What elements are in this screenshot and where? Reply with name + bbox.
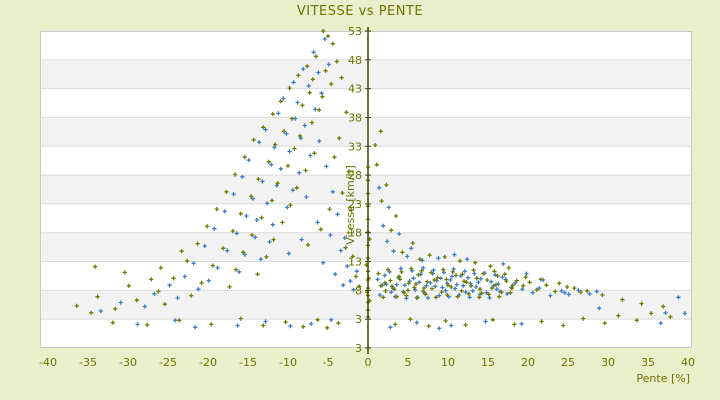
x-tick-label: -25 <box>159 356 177 369</box>
y-tick-label: 33 <box>348 140 362 153</box>
x-tick-label: -20 <box>199 356 217 369</box>
y-tick-label: 48 <box>348 54 362 67</box>
plot-band <box>40 59 692 89</box>
x-tick-label: -40 <box>39 356 57 369</box>
y-tick-label: 3 <box>355 342 362 355</box>
plot-band <box>40 146 692 176</box>
y-tick-label: 43 <box>348 83 362 96</box>
plot-band <box>40 175 692 204</box>
x-tick-label: 15 <box>481 356 495 369</box>
y-tick-label: 23 <box>348 198 362 211</box>
x-tick-label: -10 <box>279 356 297 369</box>
y-tick-label: 38 <box>348 111 362 124</box>
y-tick-label: 53 <box>348 25 362 38</box>
y-axis-title: Vitesse [km/h] <box>344 165 357 245</box>
x-tick-label: 5 <box>405 356 412 369</box>
plot-band <box>40 232 692 262</box>
plot-band <box>40 319 692 348</box>
plot-band <box>40 31 692 60</box>
x-tick-label: 25 <box>561 356 575 369</box>
x-tick-label: -35 <box>79 356 97 369</box>
x-tick-label: 35 <box>641 356 655 369</box>
plot-band <box>40 117 692 147</box>
y-tick-label: 8 <box>355 284 362 297</box>
plot-band <box>40 88 692 118</box>
x-axis-title: Pente [%] <box>636 372 690 385</box>
x-tick-label: -15 <box>239 356 257 369</box>
y-tick-label: 3 <box>355 313 362 326</box>
y-tick-label: 28 <box>348 169 362 182</box>
x-tick-label: 40 <box>681 356 695 369</box>
y-tick-label: 13 <box>348 256 362 269</box>
y-tick-label: 18 <box>348 227 362 240</box>
plot-band <box>40 203 692 233</box>
x-tick-label: 0 <box>365 356 372 369</box>
x-tick-label: 20 <box>521 356 535 369</box>
x-tick-label: 30 <box>601 356 615 369</box>
x-tick-label: 10 <box>441 356 455 369</box>
chart-title: VITESSE vs PENTE <box>296 4 424 19</box>
plot-band <box>40 290 692 320</box>
x-tick-label: -30 <box>119 356 137 369</box>
x-tick-label: -5 <box>323 356 334 369</box>
